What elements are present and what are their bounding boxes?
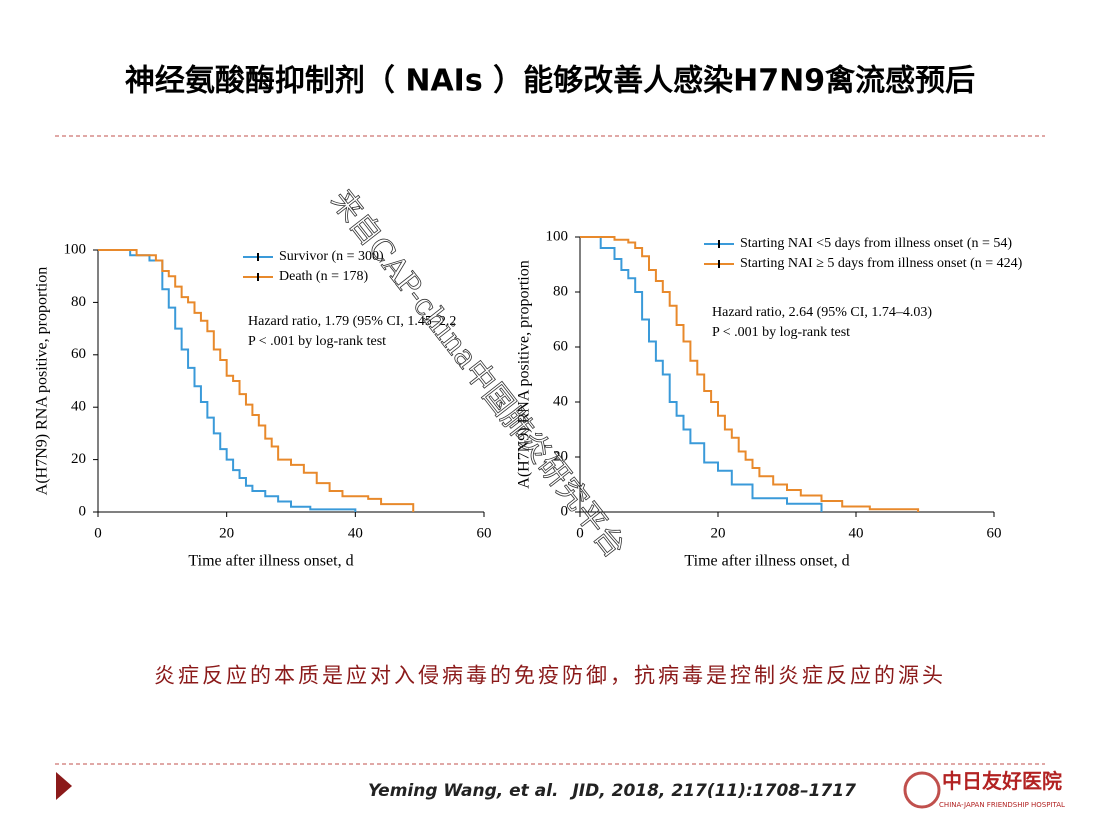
- legend-label: Survivor (n = 300): [279, 249, 384, 264]
- citation-source: JID, 2018, 217(11):1708–1717: [569, 781, 856, 801]
- km-curve: [580, 236, 920, 512]
- y-axis-label: A(H7N9) RNA positive, proportion: [516, 260, 533, 488]
- km-curve: [580, 236, 823, 512]
- x-tick-label: 60: [477, 525, 492, 541]
- x-axis-label: Time after illness onset, d: [188, 553, 353, 570]
- watermark: 来自CAP-china中国肺炎研究平台: [324, 183, 632, 564]
- y-tick-label: 80: [71, 294, 86, 310]
- y-tick-label: 20: [71, 451, 86, 467]
- citation: Yeming Wang, et al. JID, 2018, 217(11):17…: [368, 781, 856, 801]
- y-tick-label: 60: [71, 346, 86, 362]
- y-tick-label: 0: [561, 503, 569, 519]
- annotation: P < .001 by log-rank test: [712, 325, 850, 340]
- y-axis-label: A(H7N9) RNA positive, proportion: [34, 267, 51, 495]
- y-tick-label: 20: [553, 448, 568, 464]
- x-axis-label: Time after illness onset, d: [684, 553, 849, 570]
- y-tick-label: 100: [64, 241, 87, 257]
- annotation: P < .001 by log-rank test: [248, 334, 386, 349]
- y-tick-label: 80: [553, 283, 568, 299]
- x-tick-label: 20: [219, 525, 234, 541]
- caption: 炎症反应的本质是应对入侵病毒的免疫防御，抗病毒是控制炎症反应的源头: [154, 664, 946, 688]
- legend-label: Starting NAI ≥ 5 days from illness onset…: [740, 256, 1023, 271]
- x-tick-label: 40: [849, 525, 864, 541]
- legend-label: Death (n = 178): [279, 269, 368, 284]
- annotation: Hazard ratio, 1.79 (95% CI, 1.45–2.2: [248, 314, 456, 329]
- citation-authors: Yeming Wang, et al.: [368, 781, 558, 801]
- y-tick-label: 0: [79, 503, 87, 519]
- x-tick-label: 0: [94, 525, 102, 541]
- arrow-icon: [56, 772, 72, 800]
- x-tick-label: 20: [711, 525, 726, 541]
- x-tick-label: 40: [348, 525, 363, 541]
- y-tick-label: 40: [71, 399, 86, 415]
- annotation: Hazard ratio, 2.64 (95% CI, 1.74–4.03): [712, 305, 932, 320]
- km-curve: [98, 249, 415, 512]
- logo-subtitle: CHINA-JAPAN FRIENDSHIP HOSPITAL: [939, 801, 1065, 809]
- y-tick-label: 60: [553, 338, 568, 354]
- legend-label: Starting NAI <5 days from illness onset …: [740, 236, 1012, 251]
- slide-title: 神经氨酸酶抑制剂（ NAIs ）能够改善人感染H7N9禽流感预后: [125, 64, 975, 99]
- y-tick-label: 40: [553, 393, 568, 409]
- y-tick-label: 100: [546, 228, 569, 244]
- logo-emblem: [903, 771, 941, 809]
- charts: 0 20 40 60 80 100 0 20 40 60 Time after illness on…: [34, 228, 1023, 569]
- km-curve: [98, 249, 357, 512]
- x-tick-label: 60: [987, 525, 1002, 541]
- x-tick-label: 0: [576, 525, 584, 541]
- logo-name: 中日友好医院: [942, 769, 1062, 793]
